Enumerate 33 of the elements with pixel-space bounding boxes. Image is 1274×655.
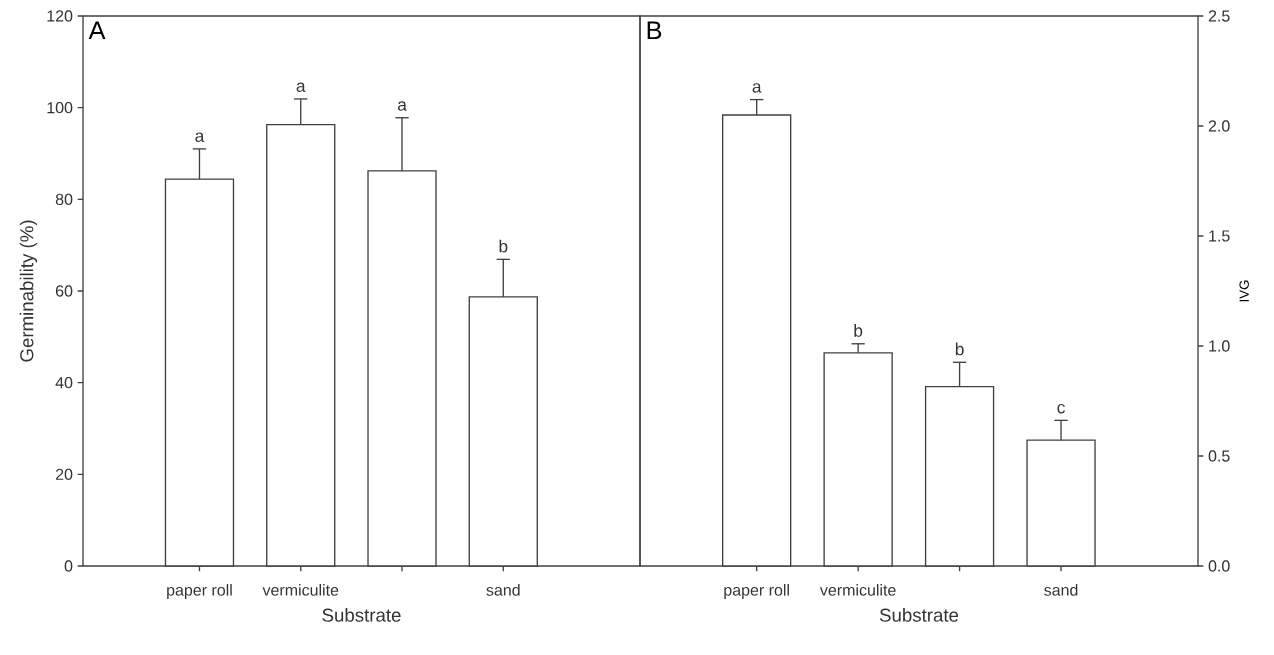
x-tick-label: vermiculite [819, 584, 896, 596]
y-tick-label: 120 [47, 10, 73, 22]
y-axis-title: Germinability (%) [19, 220, 38, 362]
annotation: a [397, 101, 407, 111]
annotation: b [955, 342, 964, 356]
y2-tick-label: 0.0 [1208, 560, 1230, 572]
annotation: b [499, 239, 508, 253]
y2-tick-label: 0.5 [1208, 450, 1230, 462]
annotation: a [296, 82, 306, 93]
x-axis-title: Substrate [879, 608, 959, 622]
x-tick-label: sand [1044, 584, 1078, 596]
chart-title: A [88, 21, 106, 40]
x-tick-label: sand [486, 584, 520, 596]
x-tick-label: paper roll [167, 584, 232, 599]
y2-tick-label: 1.5 [1209, 230, 1230, 242]
y-tick-label: 0 [64, 560, 73, 572]
annotation: a [195, 132, 205, 142]
y2-tick-label: 2.5 [1208, 10, 1230, 22]
chart-title: B [647, 21, 662, 40]
y-tick-label: 80 [55, 193, 73, 205]
x-tick-label: vermiculite [262, 584, 339, 596]
y-tick-label: 60 [55, 285, 73, 297]
annotation: a [752, 83, 762, 93]
annotation: b [854, 324, 863, 337]
y2-tick-label: 1.0 [1209, 340, 1230, 352]
annotation: c [1057, 403, 1065, 414]
y-tick-label: 100 [47, 101, 73, 114]
x-tick-label: paper roll [724, 584, 789, 599]
y2-axis-title: IVG [1239, 280, 1249, 302]
y-tick-label: 40 [55, 376, 73, 389]
y-tick-label: 20 [55, 468, 73, 480]
x-axis-title: Substrate [322, 608, 401, 622]
y2-tick-label: 2.0 [1208, 120, 1230, 132]
